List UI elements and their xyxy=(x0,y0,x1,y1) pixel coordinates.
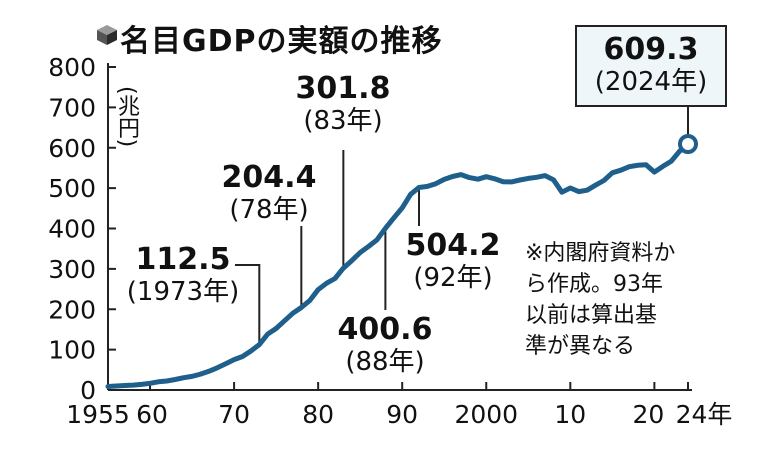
y-tick-label: 300 xyxy=(48,255,96,284)
annotation-1983: 301.8 (83年) xyxy=(288,71,398,137)
endpoint-marker-2024 xyxy=(678,133,698,154)
x-tick-label: 1955 xyxy=(66,400,130,429)
source-note-line: ※内閣府資料か xyxy=(525,241,676,266)
source-note: ※内閣府資料か ら作成。93年 以前は算出基 準が異なる xyxy=(525,238,750,362)
x-tick-label: 80 xyxy=(302,400,334,429)
x-tick-label: 60 xyxy=(136,400,168,429)
annotation-year: (92年) xyxy=(413,263,493,293)
y-tick-label: 100 xyxy=(48,336,96,365)
chart-title: 名目GDPの実額の推移 xyxy=(120,24,443,59)
annotation-year: (78年) xyxy=(229,195,309,225)
annotation-value: 400.6 xyxy=(337,312,433,347)
annotation-value: 112.5 xyxy=(135,242,231,277)
y-tick-label: 600 xyxy=(48,134,96,163)
callout-box xyxy=(575,25,727,107)
annotation-year: (88年) xyxy=(345,347,425,377)
annotation-leader-lines xyxy=(235,150,421,345)
x-tick-label: 20 xyxy=(632,400,664,429)
x-tick-label: 10 xyxy=(554,400,586,429)
x-tick-label: 90 xyxy=(386,400,418,429)
series-line-nominal-gdp xyxy=(105,141,691,389)
source-note-line: ら作成。93年 xyxy=(525,272,663,297)
source-note-line: 準が異なる xyxy=(525,334,636,359)
y-axis-unit-label: (兆円) xyxy=(114,86,139,148)
y-tick-label: 400 xyxy=(48,215,96,244)
annotation-1973: 112.5 (1973年) xyxy=(108,242,258,308)
y-tick-label: 500 xyxy=(48,174,96,203)
cube-icon xyxy=(97,25,117,45)
annotation-year: (2024年) xyxy=(594,67,708,97)
annotation-1978: 204.4 (78年) xyxy=(214,160,324,226)
callout-box-2024 xyxy=(575,25,727,135)
annotation-value: 609.3 xyxy=(603,32,699,67)
y-tick-label: 200 xyxy=(48,295,96,324)
annotation-2024: 609.3 (2024年) xyxy=(576,32,726,98)
y-tick-label: 0 xyxy=(80,376,96,405)
annotation-1988: 400.6 (88年) xyxy=(330,312,440,378)
y-tick-label: 700 xyxy=(48,93,96,122)
annotation-value: 301.8 xyxy=(295,71,391,106)
x-tick-label: 24年 xyxy=(676,400,733,429)
annotation-value: 504.2 xyxy=(405,228,501,263)
leader-line-1973 xyxy=(235,264,261,345)
annotation-value: 204.4 xyxy=(221,160,317,195)
y-tick-label: 800 xyxy=(48,53,96,82)
tick-labels: 0 100 200 300 400 500 600 700 800 1955 60 70 80 90 200… xyxy=(48,53,732,429)
annotation-year: (1973年) xyxy=(126,277,240,307)
annotation-year: (83年) xyxy=(303,106,383,136)
x-tick-label: 70 xyxy=(218,400,250,429)
x-tick-label: 2000 xyxy=(454,400,518,429)
source-note-line: 以前は算出基 xyxy=(525,303,658,328)
annotation-1992: 504.2 (92年) xyxy=(398,228,508,294)
